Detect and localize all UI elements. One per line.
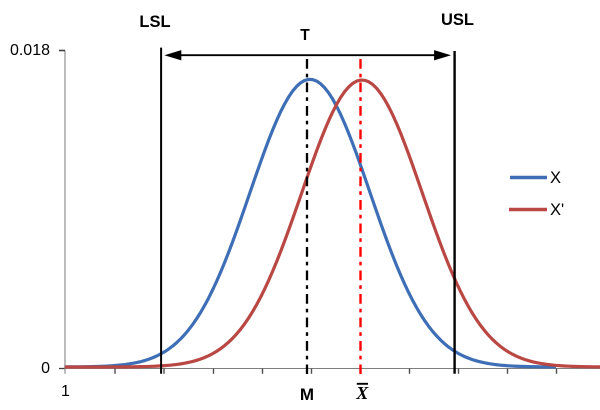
svg-text:T: T xyxy=(300,27,310,44)
svg-text:X: X xyxy=(550,169,561,187)
svg-text:USL: USL xyxy=(441,11,474,29)
svg-text:X': X' xyxy=(550,201,564,219)
svg-text:X: X xyxy=(355,383,369,403)
svg-text:0: 0 xyxy=(41,360,50,377)
svg-text:LSL: LSL xyxy=(139,13,170,31)
svg-text:1: 1 xyxy=(61,383,70,400)
svg-text:M: M xyxy=(300,385,314,404)
svg-text:0.018: 0.018 xyxy=(10,42,50,59)
